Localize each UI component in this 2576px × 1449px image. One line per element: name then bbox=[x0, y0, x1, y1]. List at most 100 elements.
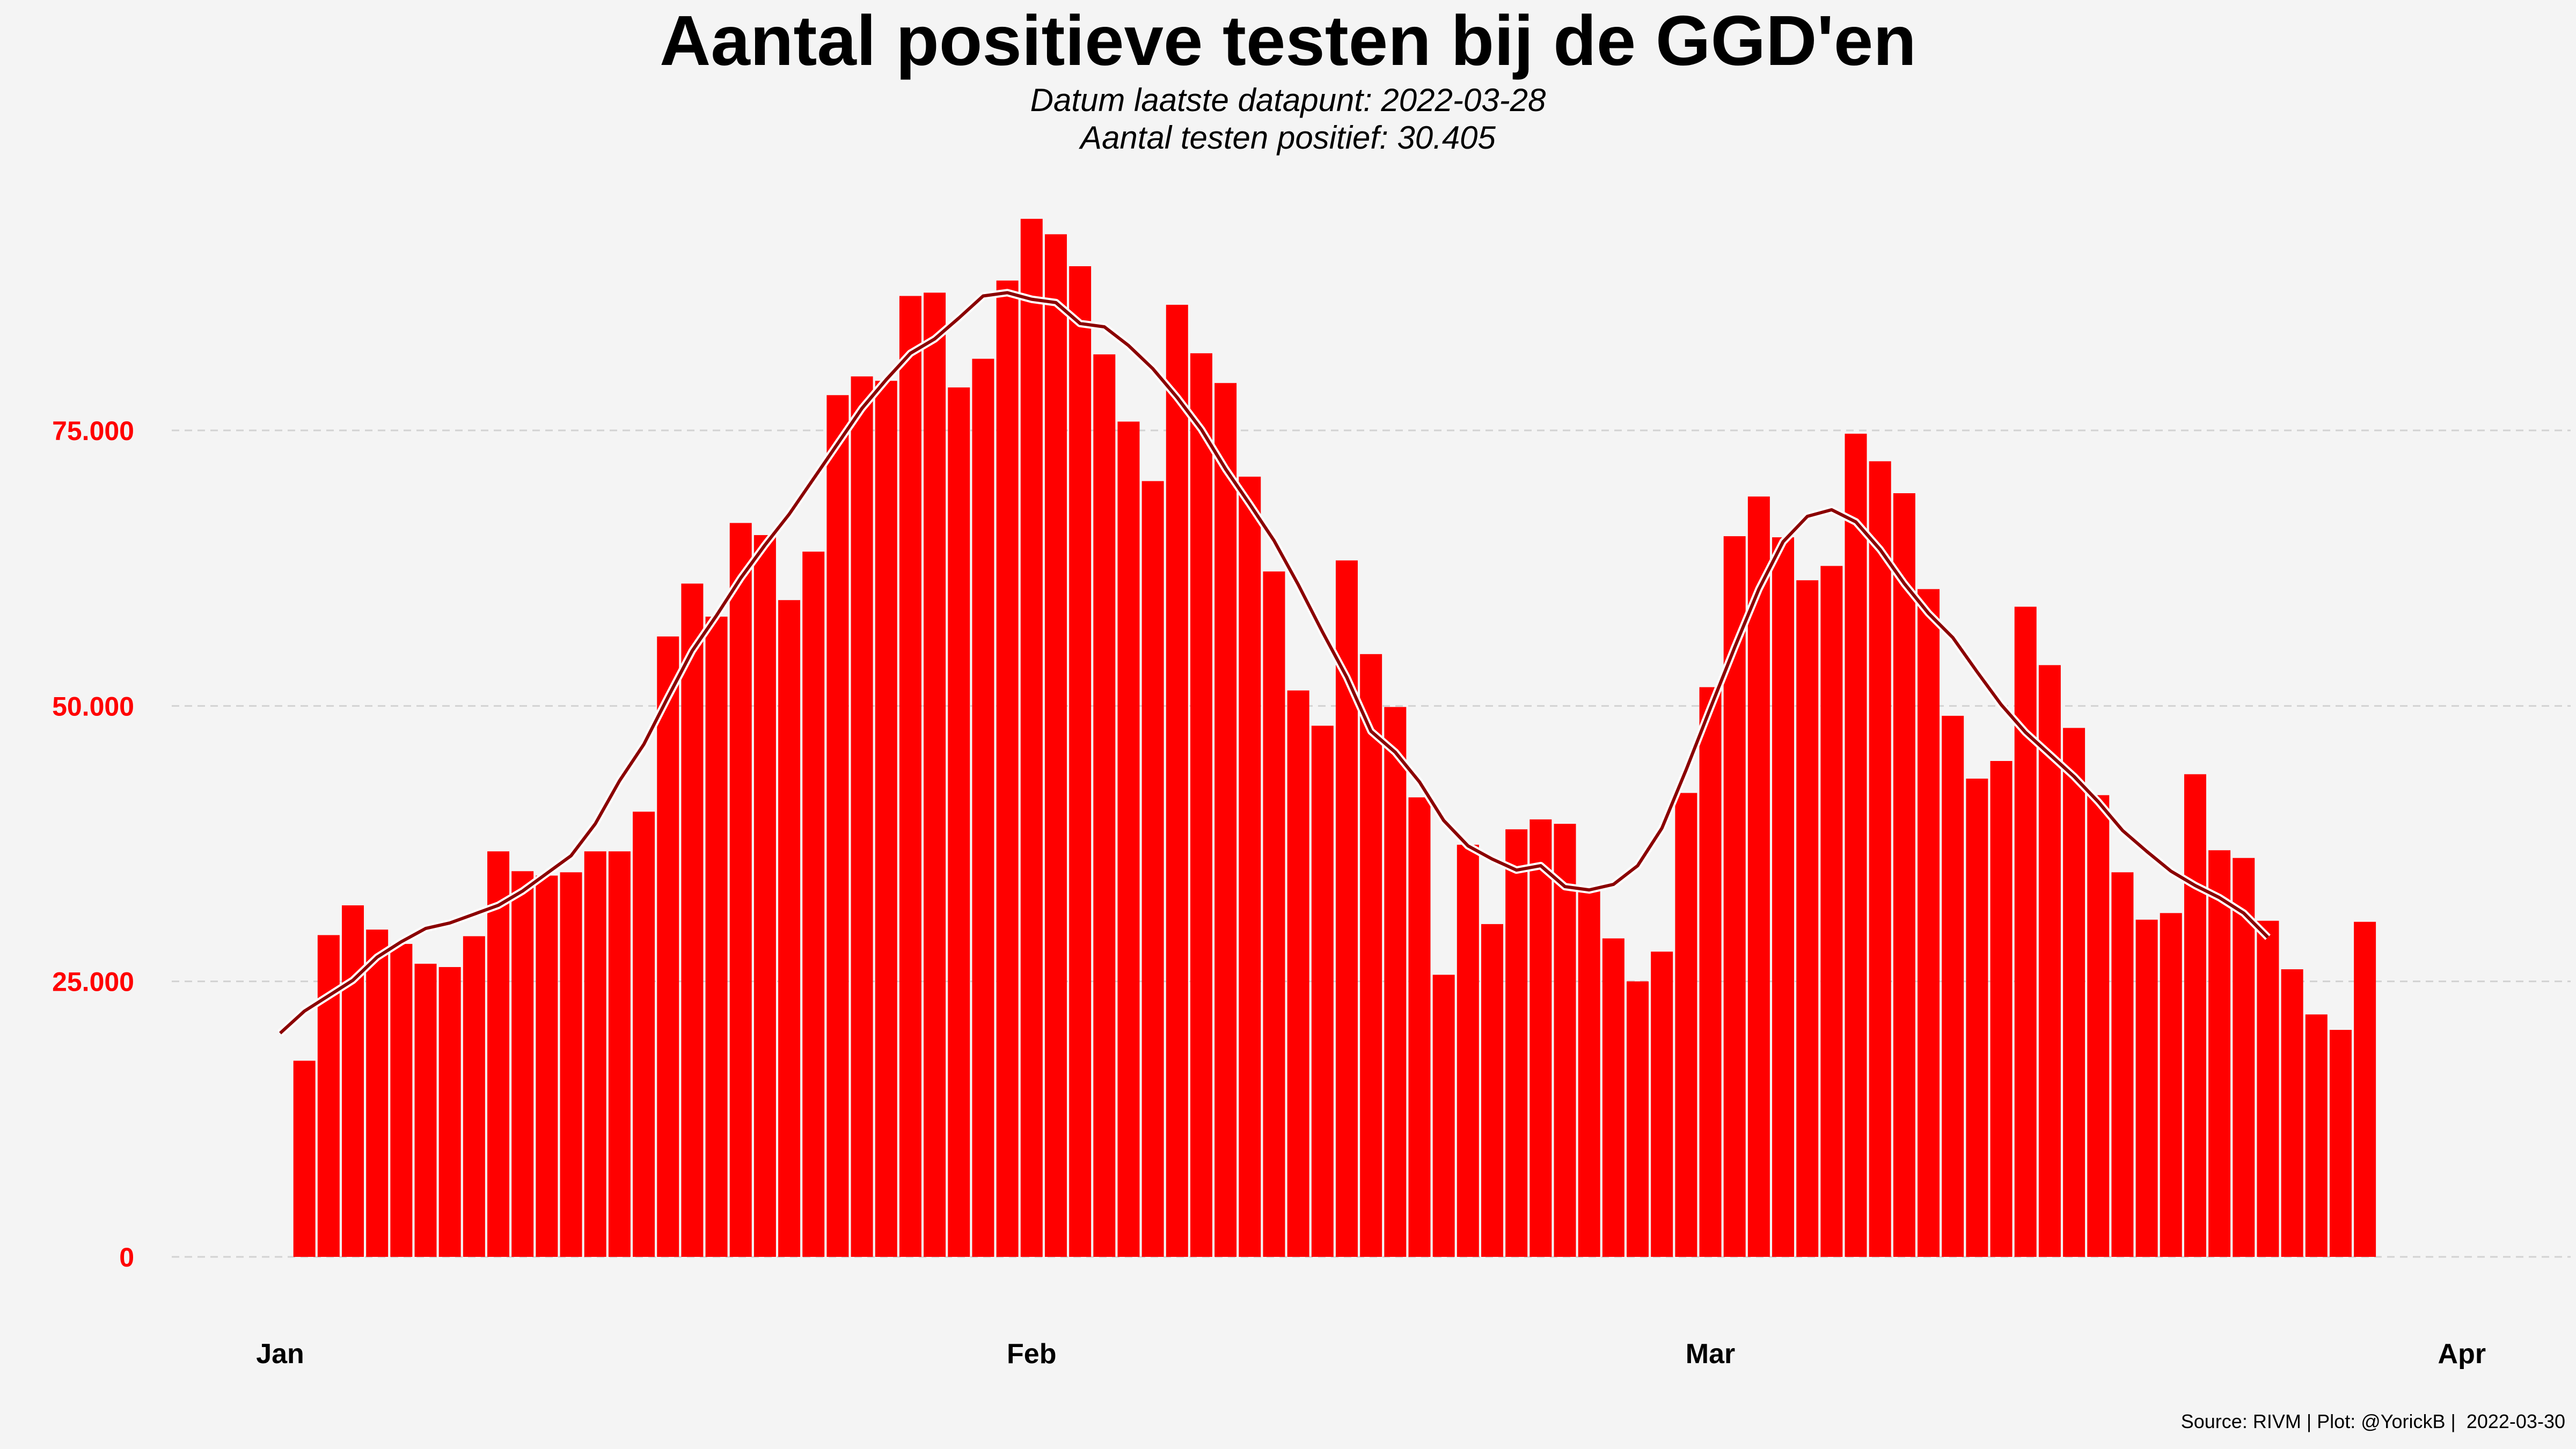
bar bbox=[1141, 481, 1164, 1257]
bar bbox=[1311, 726, 1334, 1257]
bar bbox=[438, 967, 461, 1257]
moving-average bbox=[277, 289, 2271, 1036]
bar bbox=[2208, 850, 2231, 1257]
bar bbox=[487, 851, 510, 1257]
bar bbox=[293, 1060, 316, 1257]
bar bbox=[1554, 824, 1576, 1257]
bar bbox=[1942, 715, 1964, 1257]
bar bbox=[1020, 218, 1043, 1257]
bar bbox=[996, 280, 1019, 1257]
bar bbox=[2257, 920, 2279, 1257]
bar bbox=[1918, 589, 1940, 1257]
bar bbox=[1747, 496, 1770, 1257]
bar bbox=[1408, 797, 1431, 1257]
bar bbox=[2329, 1030, 2352, 1257]
bar bbox=[1044, 234, 1067, 1257]
chart-subtitle-count: Aantal testen positief: 30.405 bbox=[1080, 120, 1496, 156]
chart-title: Aantal positieve testen bij de GGD'en bbox=[660, 1, 1916, 80]
bar bbox=[1214, 383, 1237, 1257]
bar bbox=[1699, 687, 1722, 1257]
bar bbox=[2354, 921, 2376, 1257]
y-tick-label: 75.000 bbox=[52, 416, 134, 446]
bar bbox=[1820, 566, 1843, 1257]
bar bbox=[657, 636, 679, 1257]
bar bbox=[851, 376, 873, 1257]
bar bbox=[899, 296, 921, 1257]
bar bbox=[1966, 778, 1988, 1257]
bars bbox=[293, 218, 2376, 1257]
bar bbox=[826, 395, 849, 1257]
bar bbox=[2111, 872, 2134, 1257]
bar bbox=[1529, 819, 1552, 1257]
bar bbox=[536, 875, 558, 1257]
moving-average-line bbox=[279, 291, 2270, 1035]
bar bbox=[875, 380, 897, 1257]
bar bbox=[1190, 353, 1212, 1257]
bar bbox=[948, 387, 970, 1257]
y-tick-label: 0 bbox=[119, 1242, 134, 1272]
bar bbox=[390, 943, 413, 1257]
bar bbox=[1602, 938, 1624, 1257]
bar bbox=[366, 930, 389, 1257]
bar bbox=[802, 551, 825, 1257]
bar bbox=[1675, 793, 1697, 1257]
bar bbox=[414, 963, 437, 1257]
bar bbox=[705, 617, 728, 1257]
bar bbox=[317, 935, 340, 1257]
x-tick-label: Apr bbox=[2438, 1338, 2486, 1370]
bar bbox=[1796, 580, 1819, 1257]
bar bbox=[2014, 606, 2037, 1257]
x-tick-label: Mar bbox=[1686, 1338, 1735, 1370]
bar bbox=[778, 600, 801, 1257]
bar bbox=[753, 535, 776, 1257]
bar bbox=[1505, 829, 1528, 1257]
bar bbox=[342, 905, 364, 1257]
bar bbox=[924, 292, 946, 1257]
bar bbox=[972, 358, 994, 1257]
bar bbox=[1772, 537, 1795, 1257]
bar bbox=[1239, 477, 1261, 1257]
x-tick-label: Feb bbox=[1007, 1338, 1056, 1370]
bar bbox=[729, 523, 752, 1257]
bar bbox=[1432, 975, 1455, 1257]
bar bbox=[608, 851, 631, 1257]
bar bbox=[2184, 774, 2206, 1257]
bar bbox=[511, 871, 534, 1257]
y-tick-label: 25.000 bbox=[52, 967, 134, 997]
bar bbox=[1457, 845, 1479, 1257]
bar bbox=[681, 583, 704, 1257]
chart-subtitle-date: Datum laatste datapunt: 2022-03-28 bbox=[1030, 82, 1546, 118]
source-caption: Source: RIVM | Plot: @YorickB | 2022-03-… bbox=[2180, 1410, 2565, 1432]
x-axis: Jan Feb Mar Apr bbox=[256, 1338, 2486, 1370]
bar bbox=[560, 872, 582, 1257]
bar bbox=[2305, 1014, 2328, 1257]
bar bbox=[1093, 354, 1116, 1257]
bar bbox=[1578, 890, 1600, 1257]
bar bbox=[1117, 421, 1140, 1257]
bar bbox=[1990, 761, 2012, 1257]
bar bbox=[463, 936, 485, 1257]
bar bbox=[584, 851, 606, 1257]
bar bbox=[1869, 461, 1891, 1257]
bar bbox=[1845, 434, 1867, 1257]
bar bbox=[2135, 919, 2158, 1257]
bar bbox=[1893, 493, 1915, 1257]
bar bbox=[2160, 913, 2182, 1257]
bar bbox=[2063, 728, 2085, 1257]
bar bbox=[1069, 266, 1092, 1257]
bar bbox=[633, 811, 655, 1257]
bar bbox=[1263, 571, 1285, 1257]
x-tick-label: Jan bbox=[256, 1338, 304, 1370]
bar bbox=[1384, 707, 1407, 1257]
bar bbox=[2087, 795, 2110, 1257]
bar bbox=[1166, 304, 1188, 1257]
bar bbox=[1627, 981, 1649, 1257]
bar bbox=[1360, 654, 1382, 1257]
bar bbox=[1651, 952, 1673, 1257]
y-tick-label: 50.000 bbox=[52, 691, 134, 721]
bar bbox=[1287, 690, 1309, 1257]
bar bbox=[1481, 924, 1503, 1257]
bar bbox=[2281, 969, 2303, 1257]
y-axis: 0 25.000 50.000 75.000 bbox=[52, 416, 134, 1272]
